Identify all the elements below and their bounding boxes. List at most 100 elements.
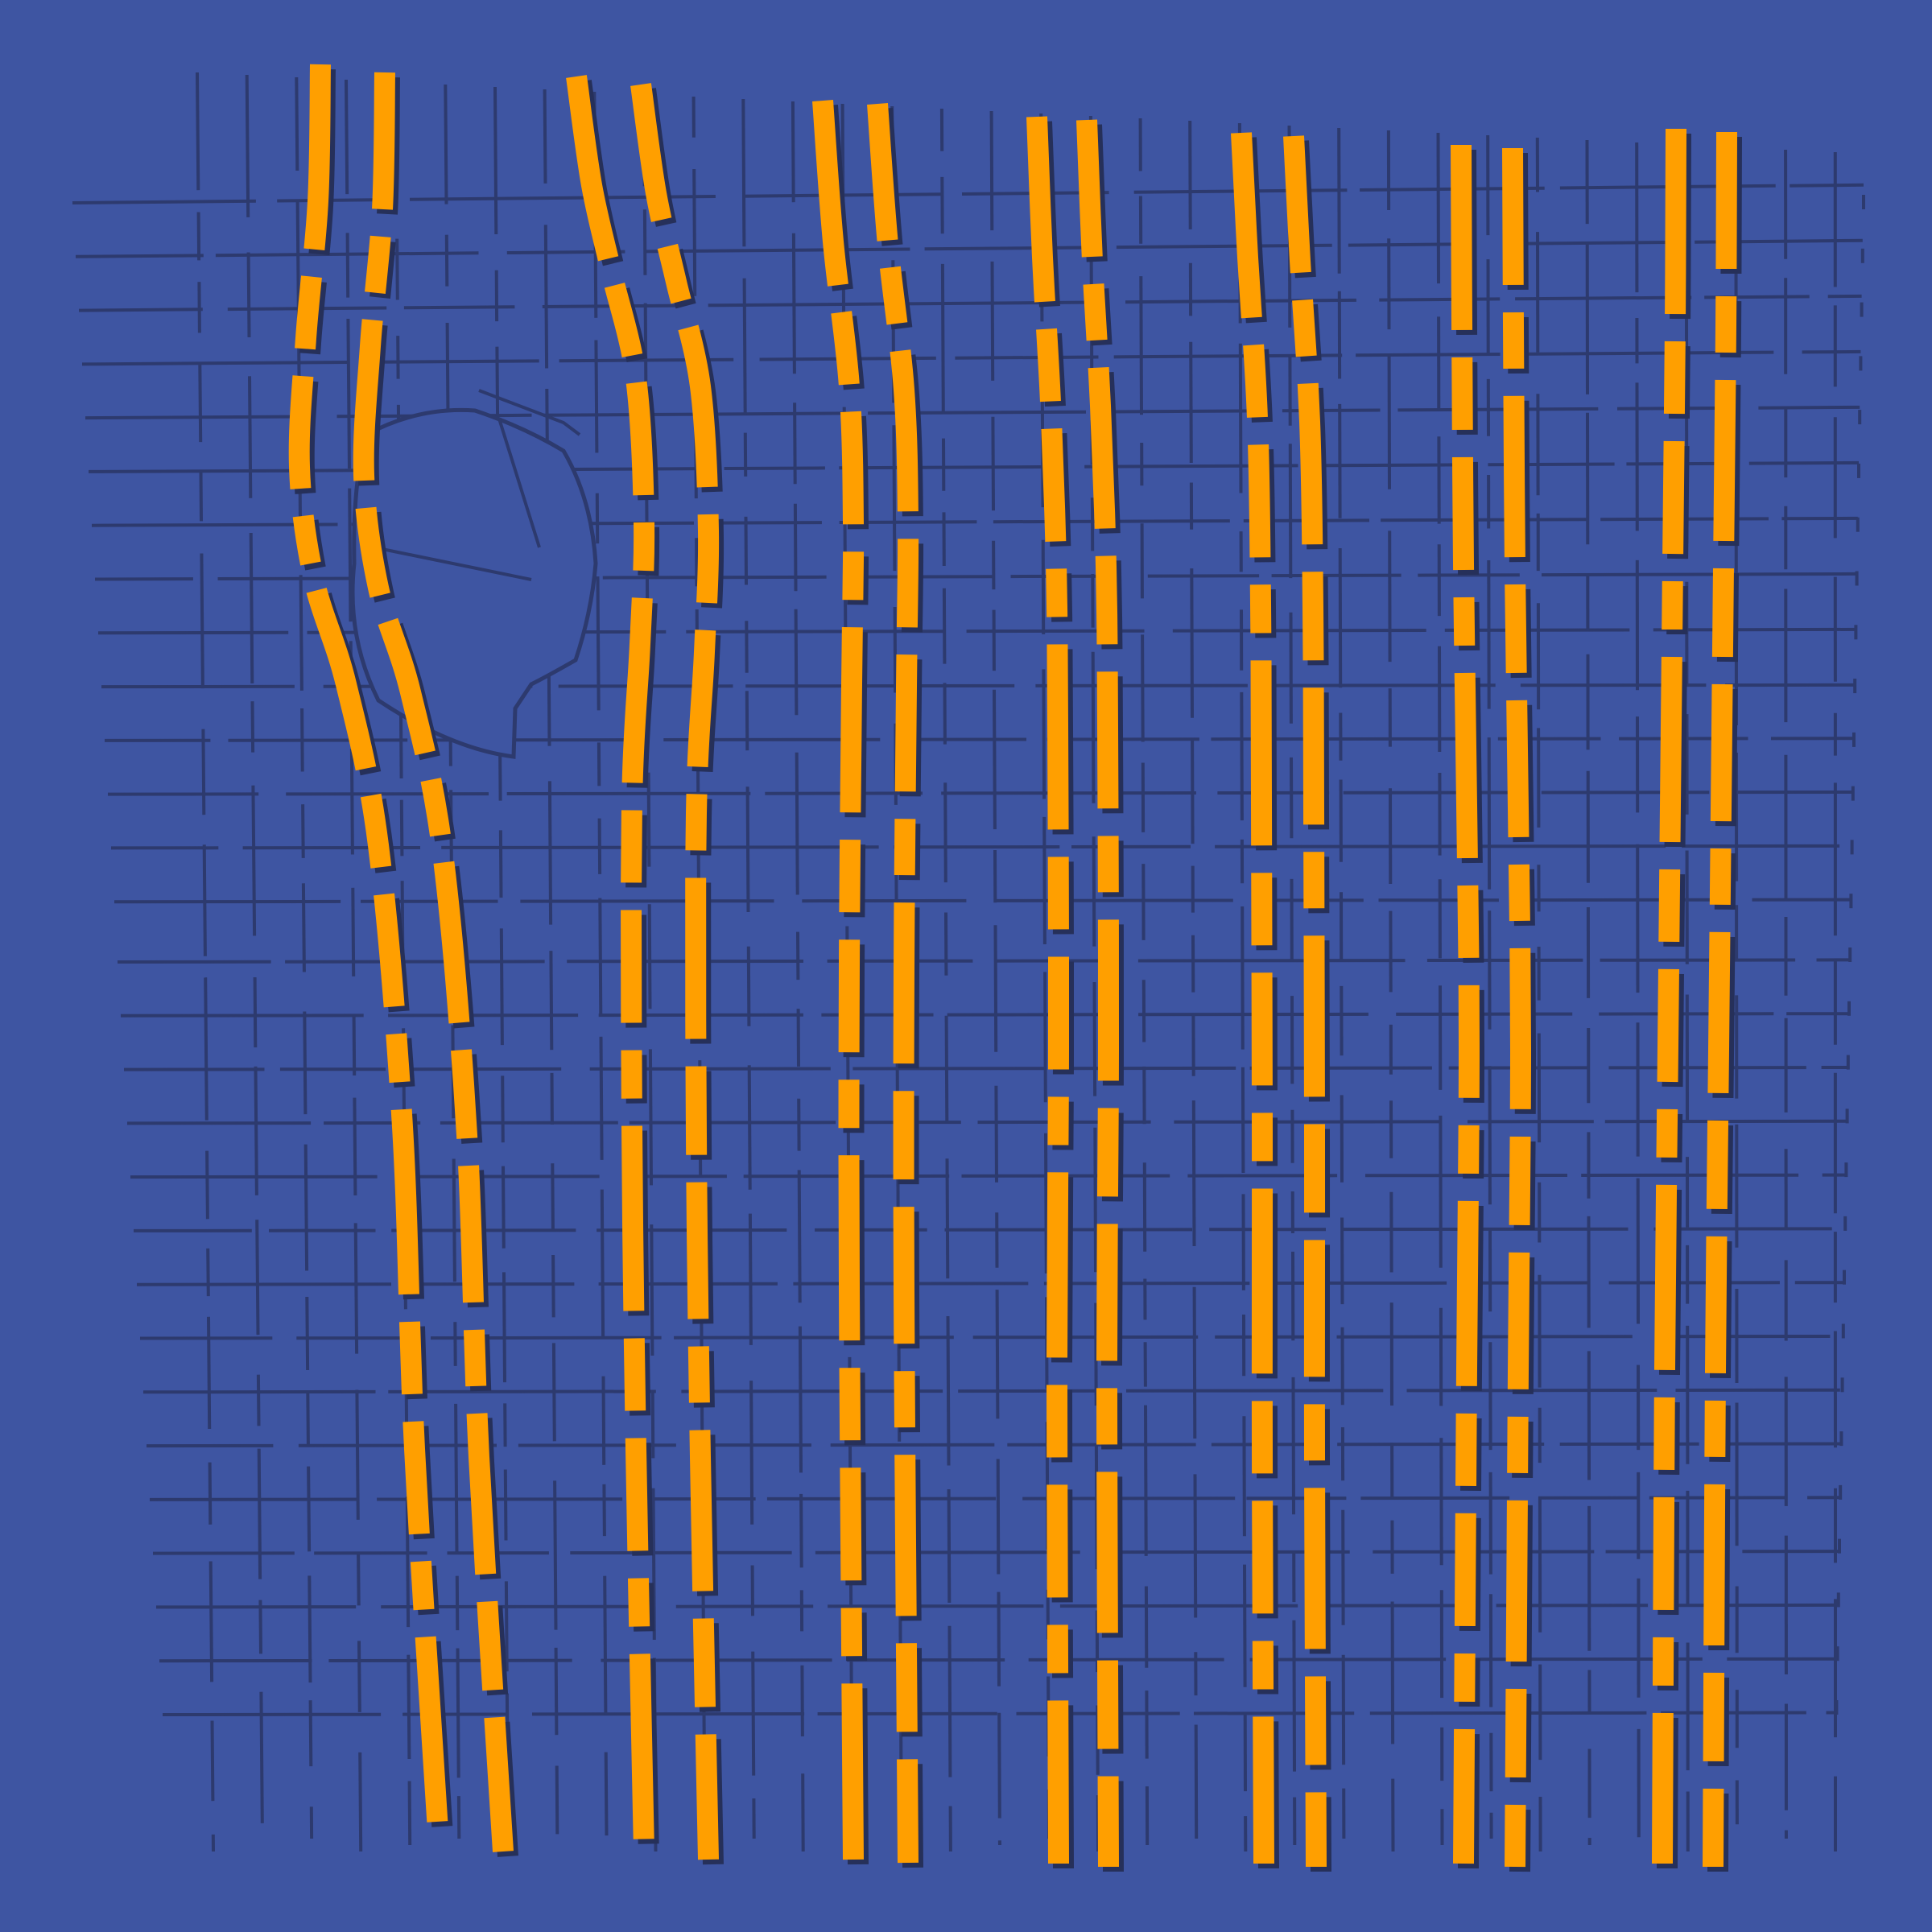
warp-thread-segment [943, 782, 947, 883]
accent-thread-pairs [288, 64, 1742, 1872]
weft-thread-segment [78, 308, 203, 312]
warp-thread-segment [253, 976, 258, 1048]
weft-thread-segment [1541, 572, 1716, 577]
warp-thread-segment [1042, 669, 1046, 799]
warp-thread-segment [245, 74, 250, 217]
warp-thread-segment [791, 233, 796, 374]
accent-thread [1502, 147, 1532, 1868]
accent-thread [288, 64, 449, 1844]
warp-thread-segment [205, 1150, 209, 1220]
warp-thread-segment [307, 1466, 312, 1552]
warp-thread-segment [646, 772, 651, 867]
warp-thread-segment [353, 1223, 359, 1354]
warp-thread-segment [642, 209, 647, 275]
weft-thread-segment [839, 464, 1061, 470]
warp-thread-segment [398, 705, 403, 779]
warp-thread-segment [250, 701, 255, 753]
warp-thread-segment [994, 1085, 998, 1183]
warp-thread-segment [251, 785, 257, 936]
weft-thread-segment [1324, 463, 1463, 468]
warp-thread-segment [303, 1144, 309, 1271]
weft-thread-segment [903, 300, 1108, 306]
weft-thread-segment [955, 355, 1099, 360]
accent-thread [1231, 132, 1274, 1864]
warp-thread-segment [504, 1581, 509, 1672]
warp-thread-segment [543, 89, 547, 184]
warp-thread-segment [258, 1600, 262, 1654]
warp-thread-segment [257, 1448, 262, 1579]
warp-thread-segment [600, 1189, 605, 1338]
warp-thread-segment [995, 1290, 1000, 1419]
warp-thread-segment [199, 472, 203, 522]
warp-thread-segment [299, 575, 303, 691]
warp-thread-segment [1092, 836, 1096, 947]
warp-thread-segment [395, 238, 399, 300]
weft-thread-segment [686, 630, 943, 634]
warp-thread-segment [942, 588, 947, 664]
weft-thread-segment [708, 302, 889, 308]
warp-thread-segment [196, 212, 201, 261]
warp-thread-segment [993, 925, 998, 1052]
warp-thread-segment [407, 1781, 412, 1846]
warp-thread-segment [1240, 691, 1244, 821]
warp-thread-segment [1242, 1416, 1246, 1537]
warp-thread-segment [650, 1224, 654, 1356]
weft-thread-segment [1381, 518, 1588, 522]
warp-thread-segment [1041, 539, 1046, 634]
warp-thread-segment [1093, 1127, 1097, 1273]
warp-thread-segment [196, 72, 200, 191]
warp-thread-segment [996, 1459, 1001, 1575]
warp-thread-segment [348, 488, 353, 622]
warp-thread-segment [444, 84, 448, 204]
weft-thread-segment [81, 361, 349, 366]
warp-thread-segment [795, 752, 799, 895]
weft-thread-segment [1790, 183, 1864, 188]
warp-thread-segment [748, 1213, 753, 1345]
accent-thread [1451, 144, 1480, 1864]
warp-thread-segment [596, 576, 601, 711]
warp-thread-segment [1092, 981, 1097, 1096]
warp-thread-segment [405, 1496, 411, 1628]
warp-thread-segment [1338, 547, 1343, 688]
weft-thread-segment [1504, 240, 1680, 246]
warp-thread-segment [798, 1326, 803, 1473]
warp-thread-segment [255, 1220, 260, 1335]
weft-thread-segment [75, 254, 204, 258]
accent-thread [353, 72, 514, 1852]
warp-thread-segment [357, 1641, 361, 1712]
warp-thread-segment [650, 1392, 655, 1459]
warp-thread-segment [353, 1097, 357, 1196]
warp-thread-segment [295, 76, 299, 171]
weft-thread-segment [88, 469, 290, 473]
weft-thread-segment [1172, 629, 1426, 633]
warp-thread-segment [551, 1254, 555, 1318]
warp-thread-segment [946, 1315, 951, 1466]
warp-thread-segment [997, 1591, 1001, 1686]
warp-thread-segment [599, 1036, 604, 1160]
weft-thread-segment [724, 466, 825, 470]
weft-thread-segment [644, 247, 910, 254]
warp-thread-segment [346, 318, 351, 469]
warp-thread-segment [259, 1691, 264, 1823]
warp-thread-segment [1042, 816, 1046, 945]
accent-thread [1652, 128, 1686, 1864]
warp-thread-segment [791, 101, 795, 203]
warp-thread-segment [303, 1011, 308, 1115]
warp-thread-segment [602, 1484, 606, 1537]
warp-thread-segment [594, 340, 599, 453]
hole-loose-threads [374, 389, 581, 581]
warp-thread-segment [204, 977, 208, 1121]
warp-thread-segment [202, 844, 207, 956]
warp-thread-segment [358, 1752, 363, 1852]
accent-thread [812, 100, 865, 1860]
warp-thread-segment [547, 781, 553, 925]
warp-thread-segment [543, 225, 549, 369]
warp-thread-segment [349, 749, 354, 855]
warp-thread-segment [1191, 1100, 1196, 1247]
warp-thread-segment [893, 606, 898, 693]
warp-thread-segment [551, 1163, 555, 1229]
weft-thread-segment [365, 359, 539, 364]
warp-thread-segment [794, 609, 799, 716]
